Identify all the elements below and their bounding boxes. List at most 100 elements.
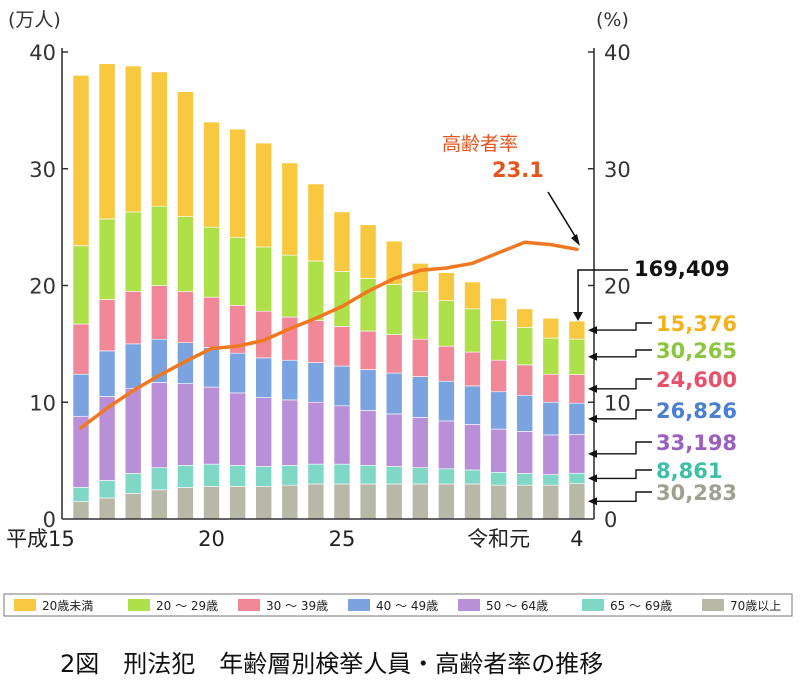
y-tick-left: 30 bbox=[29, 158, 56, 182]
bar-segment bbox=[124, 211, 142, 292]
bar-segment bbox=[490, 359, 507, 393]
x-tick-label: 25 bbox=[329, 527, 356, 551]
bar-segment bbox=[438, 483, 455, 520]
bar-segment bbox=[490, 484, 507, 520]
bar-segment bbox=[177, 464, 194, 488]
bar-segment bbox=[464, 483, 481, 520]
segment-leader bbox=[596, 469, 652, 480]
bar-segment bbox=[333, 463, 351, 485]
segment-value-label: 33,198 bbox=[656, 431, 737, 455]
bar-segment bbox=[490, 428, 507, 473]
bar-segment bbox=[229, 486, 246, 520]
bar-segment bbox=[568, 320, 586, 340]
x-tick-label: 4 bbox=[570, 527, 583, 551]
bar-segment bbox=[203, 226, 220, 298]
bar-segment bbox=[203, 463, 220, 487]
bar-segment bbox=[464, 281, 481, 310]
legend-swatch bbox=[128, 599, 150, 611]
legend-swatch bbox=[582, 599, 604, 611]
bar-segment bbox=[385, 334, 403, 374]
bar-segment bbox=[203, 347, 220, 388]
y-right-unit: (%) bbox=[596, 9, 629, 31]
bar-segment bbox=[72, 487, 90, 502]
bar-segment bbox=[281, 359, 299, 401]
bar-segment bbox=[203, 296, 220, 348]
bar-segment bbox=[385, 372, 403, 415]
bar-segment bbox=[98, 299, 116, 352]
bar-segment bbox=[177, 91, 194, 217]
segment-arrow-head bbox=[588, 384, 597, 393]
bar-segment bbox=[359, 369, 377, 411]
rate-label: 高齢者率 bbox=[442, 133, 518, 155]
segment-arrow-head bbox=[588, 497, 597, 506]
y-tick-right: 20 bbox=[604, 275, 631, 299]
bar-segment bbox=[98, 218, 116, 300]
segment-value-label: 26,826 bbox=[656, 399, 737, 423]
segment-arrow-head bbox=[588, 474, 597, 483]
bar-segment bbox=[203, 121, 220, 228]
bar-segment bbox=[177, 383, 194, 466]
total-label: 169,409 bbox=[634, 257, 730, 281]
figure-caption: 2図 刑法犯 年齢層別検挙人員・高齢者率の推移 bbox=[60, 650, 603, 678]
y-axis-left-ticks: 0 10 20 30 40 bbox=[29, 41, 68, 532]
bar-segment bbox=[568, 472, 586, 484]
bar-segment bbox=[177, 291, 194, 344]
x-tick-label: 令和元 bbox=[467, 527, 530, 551]
bar-segment bbox=[516, 308, 534, 328]
bar-segment bbox=[464, 308, 481, 353]
bar-segment bbox=[281, 399, 299, 466]
segment-arrow-head bbox=[588, 414, 597, 423]
bar-segment bbox=[255, 246, 272, 312]
bar-segment bbox=[255, 397, 272, 467]
bar-segment bbox=[72, 245, 90, 325]
total-arrow bbox=[577, 269, 628, 314]
bar-segment bbox=[359, 278, 377, 332]
bar-segment bbox=[151, 205, 168, 286]
y-tick-right: 40 bbox=[604, 41, 631, 65]
bar-segment bbox=[124, 387, 142, 474]
bar-segment bbox=[438, 345, 455, 382]
y-tick-left: 40 bbox=[29, 41, 56, 65]
bar-segment bbox=[229, 392, 246, 466]
bar-segment bbox=[490, 320, 507, 361]
bar-segment bbox=[438, 272, 455, 301]
bar-segment bbox=[438, 420, 455, 470]
bar-segment bbox=[411, 467, 429, 485]
x-tick-label: 平成15 bbox=[6, 527, 75, 551]
bar-segment bbox=[542, 373, 560, 403]
bar-segment bbox=[385, 240, 403, 285]
segment-value-label: 30,265 bbox=[656, 339, 737, 363]
bar-segment bbox=[255, 357, 272, 398]
y-tick-right: 30 bbox=[604, 158, 631, 182]
bar-segment bbox=[359, 483, 377, 520]
segment-annotations: 15,376 30,265 24,600 26,826 33,198 8,86130,28… bbox=[588, 312, 737, 506]
bar-segment bbox=[124, 65, 142, 213]
legend-label: 70歳以上 bbox=[730, 599, 781, 613]
bar-segment bbox=[281, 254, 299, 318]
bar-segment bbox=[333, 405, 351, 465]
total-arrow-head bbox=[573, 312, 583, 321]
bar-segment bbox=[98, 350, 116, 397]
bar-segment bbox=[568, 338, 586, 375]
bar-segment bbox=[72, 373, 90, 417]
legend-swatch bbox=[702, 599, 724, 611]
bar-segment bbox=[542, 337, 560, 375]
bar-segment bbox=[151, 489, 168, 520]
bar-segment bbox=[464, 385, 481, 425]
segment-leader bbox=[596, 409, 652, 420]
bar-segment bbox=[359, 224, 377, 279]
bar-segment bbox=[151, 71, 168, 207]
bar-segment bbox=[124, 343, 142, 389]
bar-segment bbox=[359, 410, 377, 466]
segment-leader bbox=[596, 441, 652, 455]
bar-segment bbox=[72, 75, 90, 247]
bar-segment bbox=[72, 501, 90, 520]
bar-segment bbox=[229, 352, 246, 394]
rate-value: 23.1 bbox=[492, 158, 544, 182]
bar-segment bbox=[333, 326, 351, 367]
bar-segment bbox=[255, 142, 272, 248]
legend-label: 65 ～ 69歳 bbox=[610, 599, 672, 613]
bar-segment bbox=[490, 298, 507, 321]
segment-value-label: 30,283 bbox=[656, 481, 737, 505]
